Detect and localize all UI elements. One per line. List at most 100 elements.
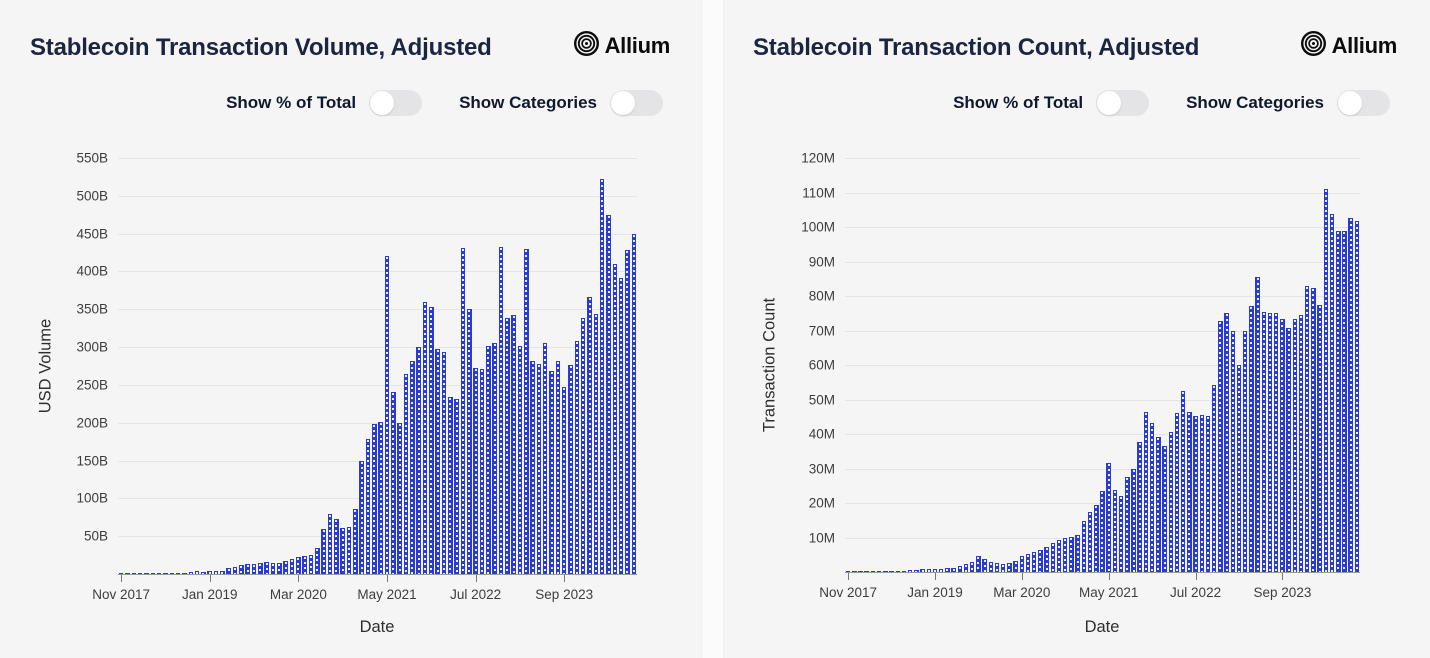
bar-Jul 2019 xyxy=(969,562,975,572)
y-tick-label: 80M xyxy=(808,288,835,304)
bar-Aug 2020 xyxy=(1050,542,1056,573)
bar-Jun 2022 xyxy=(1187,411,1192,573)
toggle-show-percent-switch[interactable] xyxy=(1096,90,1150,116)
bar-Apr 2023 xyxy=(530,361,535,574)
bar-Jan 2024 xyxy=(1305,286,1310,572)
y-tick-label: 110M xyxy=(802,185,835,200)
bar-May 2019 xyxy=(232,566,238,575)
y-tick-label: 60M xyxy=(808,357,835,373)
y-tick-label: 450B xyxy=(76,226,108,242)
bar-Jul 2020 xyxy=(321,528,326,575)
bar-Feb 2019 xyxy=(213,571,219,574)
gridline xyxy=(845,330,1360,332)
toggle-knob xyxy=(1338,91,1362,115)
toggle-show-percent-switch[interactable] xyxy=(369,90,423,116)
bar-Jan 2019 xyxy=(207,571,213,574)
bar-Dec 2017 xyxy=(852,571,857,572)
y-tick-label: 50B xyxy=(83,528,108,544)
y-tick-label: 100B xyxy=(76,490,108,506)
bar-Jan 2022 xyxy=(1156,437,1161,572)
bar-Mar 2018 xyxy=(144,573,149,574)
gridline xyxy=(845,468,1360,470)
bar-Sep 2020 xyxy=(334,518,339,575)
y-tick-label: 400B xyxy=(76,263,108,279)
bar-Dec 2021 xyxy=(1149,422,1155,573)
bar-Nov 2018 xyxy=(194,571,200,574)
bar-Jul 2018 xyxy=(895,570,900,573)
bar-May 2020 xyxy=(1032,552,1037,572)
bar-Aug 2024 xyxy=(1348,218,1353,572)
toggle-show-categories-switch[interactable] xyxy=(1337,90,1390,116)
y-tick-label: 40M xyxy=(808,426,835,442)
bar-Nov 2018 xyxy=(920,569,925,572)
y-tick-label: 550B xyxy=(76,150,108,166)
bar-Oct 2020 xyxy=(1063,538,1068,572)
y-tick-label: 200B xyxy=(76,415,108,431)
bar-Aug 2024 xyxy=(631,234,637,574)
x-tick-label: Sep 2023 xyxy=(1253,585,1312,600)
bar-Dec 2021 xyxy=(429,307,434,574)
bar-Oct 2021 xyxy=(416,347,421,574)
bar-Feb 2022 xyxy=(441,351,447,575)
bar-Dec 2020 xyxy=(353,508,358,575)
bar-Dec 2022 xyxy=(504,318,510,574)
plot-area-volume: 50B 100B 150B 200B 250B 300B 350B 400B 450B 500B 5… xyxy=(76,151,637,602)
bar-Oct 2022 xyxy=(1211,384,1217,573)
x-tick-label: Jan 2019 xyxy=(181,587,238,602)
toggle-knob xyxy=(1097,91,1122,115)
bar-Mar 2018 xyxy=(870,571,876,572)
bar-Apr 2019 xyxy=(226,568,232,574)
bar-Dec 2018 xyxy=(926,569,931,572)
x-tick xyxy=(1021,573,1023,580)
bar-Jan 2024 xyxy=(587,297,592,574)
toggle-show-categories-label: Show Categories xyxy=(1186,93,1324,112)
y-tick-label: 150B xyxy=(76,453,108,469)
bar-Nov 2019 xyxy=(994,563,1000,572)
bar-Feb 2022 xyxy=(1162,446,1167,572)
bar-Feb 2018 xyxy=(864,571,869,572)
allium-logo: Allium xyxy=(1300,30,1397,62)
toggle-row: Show % of Total Show Categories xyxy=(226,90,663,116)
bar-Mar 2022 xyxy=(1168,432,1173,572)
bar-Jan 2018 xyxy=(858,571,863,572)
gridline xyxy=(845,365,1360,366)
bar-Aug 2021 xyxy=(1125,477,1130,572)
y-tick-label: 100M xyxy=(801,219,835,235)
bar-Dec 2020 xyxy=(1075,534,1080,573)
bar-Feb 2020 xyxy=(289,559,295,574)
panel-volume: Stablecoin Transaction Volume, Adjusted … xyxy=(0,0,703,658)
toggle-show-categories: Show Categories xyxy=(1186,90,1390,116)
bar-Dec 2018 xyxy=(201,571,206,575)
bar-Apr 2020 xyxy=(1025,554,1031,572)
bar-Oct 2021 xyxy=(1137,442,1142,572)
bar-Dec 2022 xyxy=(1224,312,1229,573)
bar-Sep 2022 xyxy=(485,345,491,575)
gridline xyxy=(118,422,637,424)
toggle-show-percent-label: Show % of Total xyxy=(226,93,357,112)
toggle-show-percent: Show % of Total xyxy=(953,90,1150,116)
bar-May 2023 xyxy=(536,363,542,575)
bar-Dec 2023 xyxy=(580,317,586,575)
x-tick-label: Jan 2019 xyxy=(907,585,963,600)
bar-May 2018 xyxy=(156,573,162,574)
bar-Sep 2018 xyxy=(907,570,913,572)
y-tick-label: 250B xyxy=(76,377,108,393)
bar-Sep 2019 xyxy=(982,558,987,573)
gridline xyxy=(845,296,1360,297)
toggle-show-categories: Show Categories xyxy=(459,90,663,116)
bar-Jan 2020 xyxy=(283,561,288,574)
y-tick-label: 90M xyxy=(808,254,835,269)
panel-count: Stablecoin Transaction Count, Adjusted A… xyxy=(723,0,1430,658)
bar-Apr 2024 xyxy=(1323,189,1329,572)
bar-Aug 2018 xyxy=(175,572,181,575)
bar-Sep 2021 xyxy=(410,361,415,574)
toggle-show-categories-switch[interactable] xyxy=(610,90,663,116)
bar-Jun 2020 xyxy=(1038,550,1043,572)
bar-May 2021 xyxy=(384,256,390,574)
bar-Jun 2018 xyxy=(889,571,894,572)
bar-Jul 2021 xyxy=(1118,495,1124,573)
bar-Sep 2024 xyxy=(1354,221,1360,572)
x-tick xyxy=(121,575,123,582)
x-tick-label: Nov 2017 xyxy=(819,585,877,600)
